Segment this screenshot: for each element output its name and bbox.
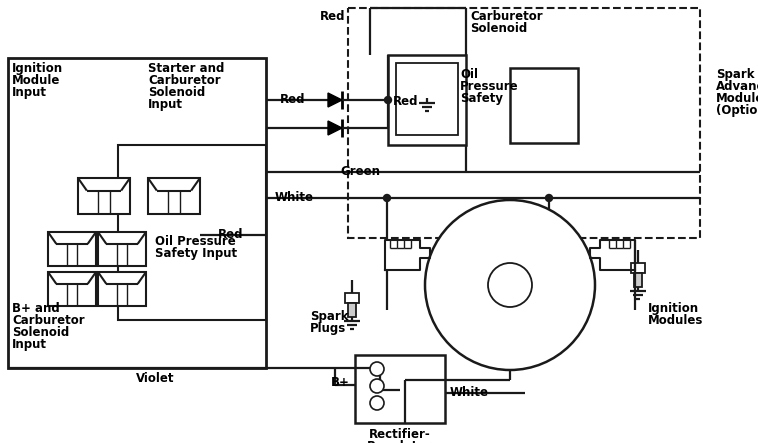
Text: Spark: Spark: [310, 310, 349, 323]
Text: Safety Input: Safety Input: [155, 247, 237, 260]
Text: Safety: Safety: [460, 92, 503, 105]
Bar: [48, 232, 96, 266]
Circle shape: [384, 97, 391, 104]
Circle shape: [488, 263, 532, 307]
Circle shape: [425, 200, 595, 370]
Bar: [355, 355, 445, 423]
Text: Solenoid: Solenoid: [470, 22, 528, 35]
Text: Red: Red: [280, 93, 305, 106]
Bar: [631, 263, 645, 273]
Bar: [98, 272, 146, 306]
Text: Red: Red: [218, 228, 243, 241]
Text: B+: B+: [331, 377, 350, 389]
Text: (Optional): (Optional): [716, 104, 758, 117]
Bar: [396, 63, 458, 135]
Polygon shape: [328, 121, 342, 135]
Circle shape: [546, 194, 553, 202]
Bar: [98, 232, 146, 266]
Text: Module: Module: [716, 92, 758, 105]
Text: Ignition: Ignition: [648, 302, 699, 315]
Text: Red: Red: [320, 10, 346, 23]
Polygon shape: [328, 93, 342, 107]
Text: Starter and: Starter and: [148, 62, 224, 75]
Circle shape: [370, 362, 384, 376]
Text: Input: Input: [12, 86, 47, 99]
Text: Rectifier-: Rectifier-: [369, 428, 431, 441]
Text: Carburetor: Carburetor: [470, 10, 543, 23]
Text: Oil Pressure: Oil Pressure: [155, 235, 236, 248]
Bar: [78, 178, 130, 214]
Circle shape: [384, 194, 390, 202]
Bar: [510, 68, 578, 143]
Text: White: White: [450, 386, 489, 400]
Bar: [8, 58, 266, 368]
Text: Ignition: Ignition: [12, 62, 63, 75]
Text: Plugs: Plugs: [310, 322, 346, 335]
Bar: [118, 145, 266, 320]
Text: Oil: Oil: [460, 68, 478, 81]
Circle shape: [370, 379, 384, 393]
Text: Carburetor: Carburetor: [12, 314, 85, 327]
Bar: [348, 303, 356, 317]
Text: Carburetor: Carburetor: [148, 74, 221, 87]
Bar: [348, 8, 700, 238]
Text: Regulator: Regulator: [368, 440, 433, 443]
Bar: [388, 55, 466, 145]
Text: Red: Red: [393, 95, 418, 108]
Text: B+ and: B+ and: [12, 302, 60, 315]
Text: Solenoid: Solenoid: [12, 326, 69, 339]
Text: Advance: Advance: [716, 80, 758, 93]
Text: Green: Green: [340, 165, 380, 178]
Text: Module: Module: [12, 74, 61, 87]
Bar: [345, 293, 359, 303]
Text: White: White: [275, 191, 314, 204]
Circle shape: [370, 396, 384, 410]
Text: Input: Input: [148, 98, 183, 111]
Bar: [634, 273, 642, 287]
Text: Spark: Spark: [716, 68, 754, 81]
Text: Violet: Violet: [136, 372, 174, 385]
Text: Input: Input: [12, 338, 47, 351]
Text: Modules: Modules: [648, 314, 703, 327]
Text: Pressure: Pressure: [460, 80, 518, 93]
Bar: [48, 272, 96, 306]
Text: Solenoid: Solenoid: [148, 86, 205, 99]
Bar: [148, 178, 200, 214]
